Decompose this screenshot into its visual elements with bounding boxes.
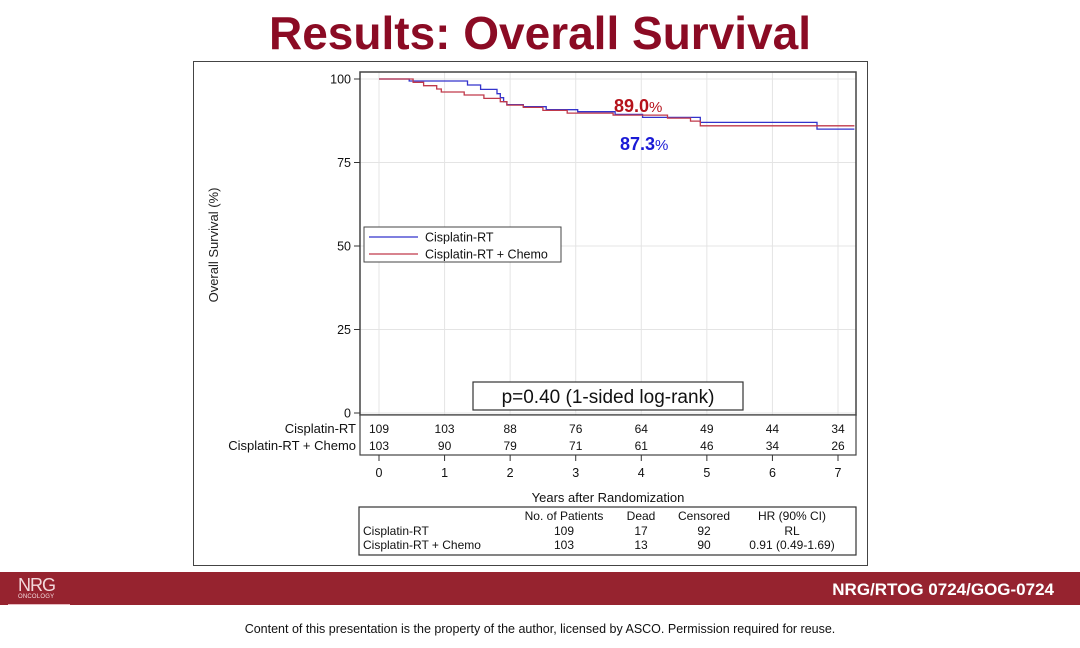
y-tick-label: 75 (337, 156, 351, 170)
annotations: 89.0%87.3% (614, 96, 668, 154)
summary-header: No. of Patients (525, 509, 604, 523)
at-risk-count: 34 (831, 422, 845, 436)
at-risk-count: 64 (635, 422, 649, 436)
at-risk-count: 79 (503, 439, 517, 453)
at-risk-count: 76 (569, 422, 583, 436)
at-risk-count: 46 (700, 439, 714, 453)
percent-sign: % (649, 99, 662, 116)
p-value-text: p=0.40 (1-sided log-rank) (502, 387, 715, 408)
summary-cell: Cisplatin-RT + Chemo (363, 538, 481, 552)
x-tick-label: 5 (703, 466, 710, 480)
legend-box (363, 226, 562, 263)
legend: Cisplatin-RT Cisplatin-RT + Chemo (363, 226, 562, 263)
study-id: NRG/RTOG 0724/GOG-0724 (832, 580, 1054, 599)
summary-cell: 90 (697, 538, 711, 552)
x-axis-label: Years after Randomization (532, 490, 685, 505)
at-risk-count: 109 (369, 422, 389, 436)
slide-title: Results: Overall Survival (268, 7, 812, 59)
x-tick-label: 0 (376, 466, 383, 480)
copyright-notice: Content of this presentation is the prop… (244, 622, 836, 636)
x-tick-label: 3 (572, 466, 579, 480)
at-risk-count: 90 (438, 439, 452, 453)
at-risk-count: 49 (700, 422, 714, 436)
at-risk-count: 61 (635, 439, 649, 453)
summary-frame (358, 506, 857, 556)
nrg-oncology-logo: NRG ONCOLOGY (18, 575, 56, 601)
footer-bar (0, 572, 1080, 605)
summary-cell: 0.91 (0.49-1.69) (749, 538, 834, 552)
at-risk-table: Cisplatin-RT 109 103 88 76 64 49 44 34 Cisplatin-… (228, 414, 857, 456)
at-risk-count: 34 (766, 439, 780, 453)
summary-table: No. of Patients Dead Censored HR (90% CI) Ci… (358, 506, 857, 556)
chart-frame (193, 61, 868, 566)
summary-header: Dead (627, 509, 656, 523)
legend-item: Cisplatin-RT + Chemo (425, 248, 548, 262)
km-curve-cisplatin-rt-chemo (379, 78, 855, 127)
x-tick-label: 7 (835, 466, 842, 480)
x-tick-label: 4 (638, 466, 645, 480)
at-risk-row-label: Cisplatin-RT (285, 421, 356, 436)
x-tick-label: 1 (441, 466, 448, 480)
x-tick-label: 6 (769, 466, 776, 480)
percent-sign: % (655, 137, 668, 154)
logo-main: NRG (18, 575, 56, 595)
summary-cell: 103 (554, 538, 574, 552)
y-axis: 0 25 50 75 100 (330, 73, 360, 421)
summary-cell: 13 (634, 538, 648, 552)
p-value-frame (472, 381, 744, 411)
y-tick-label: 0 (344, 407, 351, 421)
summary-cell: 109 (554, 524, 574, 538)
x-axis: 0 1 2 3 4 5 6 7 (376, 455, 842, 480)
y-axis-label: Overall Survival (%) (206, 188, 221, 303)
y-tick-label: 50 (337, 240, 351, 254)
at-risk-count: 44 (766, 422, 780, 436)
at-risk-count: 26 (831, 439, 845, 453)
survival-label-chemo: 89.0% (614, 96, 662, 116)
summary-cell: 92 (697, 524, 711, 538)
summary-cell: Cisplatin-RT (363, 524, 429, 538)
at-risk-count: 88 (503, 422, 517, 436)
summary-header: HR (90% CI) (758, 509, 826, 523)
curves (379, 78, 855, 130)
survival-value-chemo: 89.0 (614, 96, 649, 116)
legend-item: Cisplatin-RT (425, 231, 494, 245)
logo-underline (8, 604, 70, 605)
x-tick-label: 2 (507, 466, 514, 480)
at-risk-count: 103 (369, 439, 389, 453)
at-risk-frame (359, 414, 857, 456)
summary-cell: RL (784, 524, 800, 538)
summary-header: Censored (678, 509, 730, 523)
at-risk-count: 103 (435, 422, 455, 436)
p-value-box: p=0.40 (1-sided log-rank) (472, 381, 744, 411)
at-risk-count: 71 (569, 439, 583, 453)
at-risk-row-label: Cisplatin-RT + Chemo (228, 438, 356, 453)
y-tick-label: 100 (330, 73, 351, 87)
summary-cell: 17 (634, 524, 648, 538)
logo-sub: ONCOLOGY (18, 594, 55, 600)
survival-label-cisplatin: 87.3% (620, 134, 668, 154)
y-tick-label: 25 (337, 323, 351, 337)
survival-value-cisplatin: 87.3 (620, 134, 655, 154)
